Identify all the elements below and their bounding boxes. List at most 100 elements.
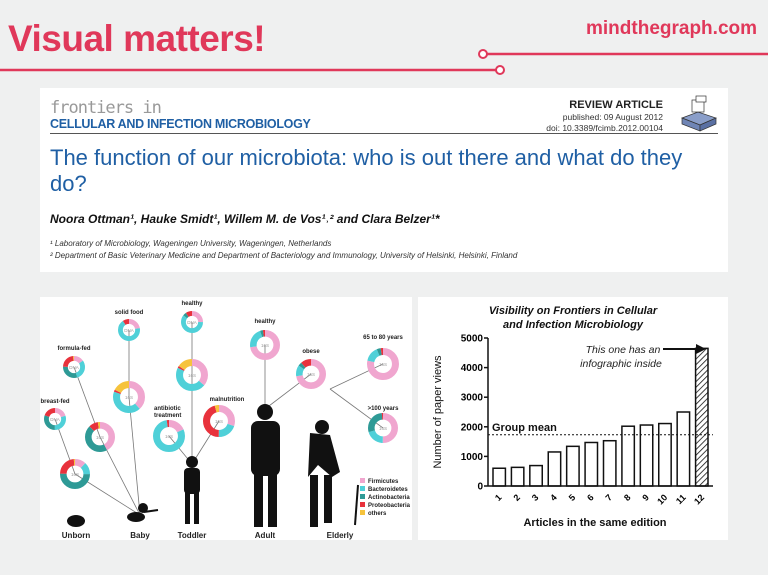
donut-label: treatment [154,413,181,419]
bar-5 [565,445,580,487]
legend-label: Proteobacteria [368,503,411,509]
bar-11 [676,411,691,487]
donut-center-label: 16S [165,434,173,439]
bar-10 [658,422,672,487]
y-tick-label: 0 [477,482,483,493]
donut-chart: DNA [181,311,203,334]
adult-body [251,421,280,476]
donut-segment-proteobacteria [118,319,140,342]
donut-segment-others [60,459,91,490]
arrow-head-icon [696,344,706,354]
stage-label: Unborn [62,531,91,540]
chart-title-line1: Visibility on Frontiers in Cellular [489,305,658,317]
donut-label: healthy [254,319,276,325]
donut-label: obese [302,349,320,355]
donut-segment-actinobacteria [62,356,85,378]
connector-line [128,396,141,516]
bar-7 [602,439,617,487]
donut-center-label: 16S [125,395,133,400]
donut-segment-actinobacteria [60,459,91,490]
donut-chart: 16S [296,359,327,390]
x-tick-label: 7 [604,492,615,503]
site-url[interactable]: mindthegraph.com [586,18,758,39]
doi: doi: 10.3389/fcimb.2012.00104 [546,123,663,133]
donut-center-label: 16S [379,362,387,367]
donut-segment-actinobacteria [43,408,66,430]
microbiota-infographic: DNA breast-fed 16S DNA formula-fed 16S DNA soli… [40,301,411,540]
donut-segment-proteobacteria [203,404,236,437]
x-tick-label: 11 [674,492,688,506]
legend-swatch [360,510,365,515]
donut-label: healthy [181,301,203,307]
x-axis-label: Articles in the same edition [523,517,666,529]
bar-1 [492,467,507,487]
group-mean-label: Group mean [492,422,557,434]
legend-label: Firmicutes [368,479,399,485]
y-tick-label: 4000 [461,363,484,374]
chart-panel: Visibility on Frontiers in Cellular and … [418,297,728,540]
donut-center-label: 16S [261,343,269,348]
x-tick-label: 12 [692,492,706,506]
bar-3 [529,464,544,487]
donut-center-label: 16S [96,435,104,440]
elderly-head [315,420,329,434]
adult-head [257,404,273,420]
donut-label: antibiotic [154,406,181,412]
toddler-icon [184,456,200,524]
donut-label: malnutrition [210,397,245,403]
donut-chart: 16S [85,422,116,453]
stage-label: Adult [255,531,276,540]
toddler-head [186,456,198,468]
paper-header: frontiers in CELLULAR AND INFECTION MICR… [40,88,728,272]
donut-segment-others [113,380,146,413]
donut-segment-bacteroidetes [153,419,186,452]
donut-chart: 16S [203,404,236,437]
x-tick-label: 8 [622,492,633,503]
donut-segment-firmicutes [181,311,203,334]
y-tick-label: 3000 [461,393,484,404]
donut-segment-bacteroidetes [296,359,327,390]
bar-6 [584,441,599,487]
donut-segment-proteobacteria [367,348,399,381]
donut-segment-actinobacteria [368,413,399,444]
journal-name-line2: CELLULAR AND INFECTION MICROBIOLOGY [50,117,311,131]
donut-chart: DNA [43,408,66,430]
donut-center-label: DNA [69,365,79,370]
decorative-lines [0,49,768,75]
donut-segment-bacteroidetes [176,358,209,391]
donut-chart: DNA [62,356,85,378]
donut-center-label: DNA [187,320,197,325]
baby-body [127,512,145,522]
donut-chart: DNA [118,319,140,342]
affiliation-2: ² Department of Basic Veterinary Medicin… [50,251,518,260]
legend-label: others [368,511,387,517]
stage-label: Elderly [327,531,354,540]
donut-segment-firmicutes [249,329,280,360]
affiliation-1: ¹ Laboratory of Microbiology, Wageningen… [50,239,332,248]
legend-swatch [360,478,365,483]
donut-segment-proteobacteria [153,419,186,452]
x-tick-label: 1 [493,492,504,503]
toddler-leg [185,492,190,524]
donut-segment-proteobacteria [368,413,399,444]
legend-swatch [360,502,365,507]
annotation-line1: This one has an [586,344,661,356]
donut-segment-bacteroidetes [43,408,66,430]
x-tick-label: 3 [530,492,541,503]
x-tick-label: 10 [655,492,669,506]
baby-head [138,503,148,513]
journal-logo-icon [681,95,717,132]
donut-segment-others [62,356,85,378]
baby-icon [127,503,159,522]
infographic-panel: DNA breast-fed 16S DNA formula-fed 16S DNA soli… [40,297,412,540]
y-tick-label: 2000 [461,422,484,433]
bar-12 [694,347,709,487]
chart-title-line2: and Infection Microbiology [503,319,644,331]
x-tick-label: 4 [548,492,559,503]
donut-label: breast-fed [40,399,69,405]
donut-segment-others [85,422,116,453]
donut-chart: 16S [113,380,146,413]
stage-label: Baby [130,531,150,540]
donut-center-label: DNA [50,417,60,422]
toddler-body [184,468,200,494]
